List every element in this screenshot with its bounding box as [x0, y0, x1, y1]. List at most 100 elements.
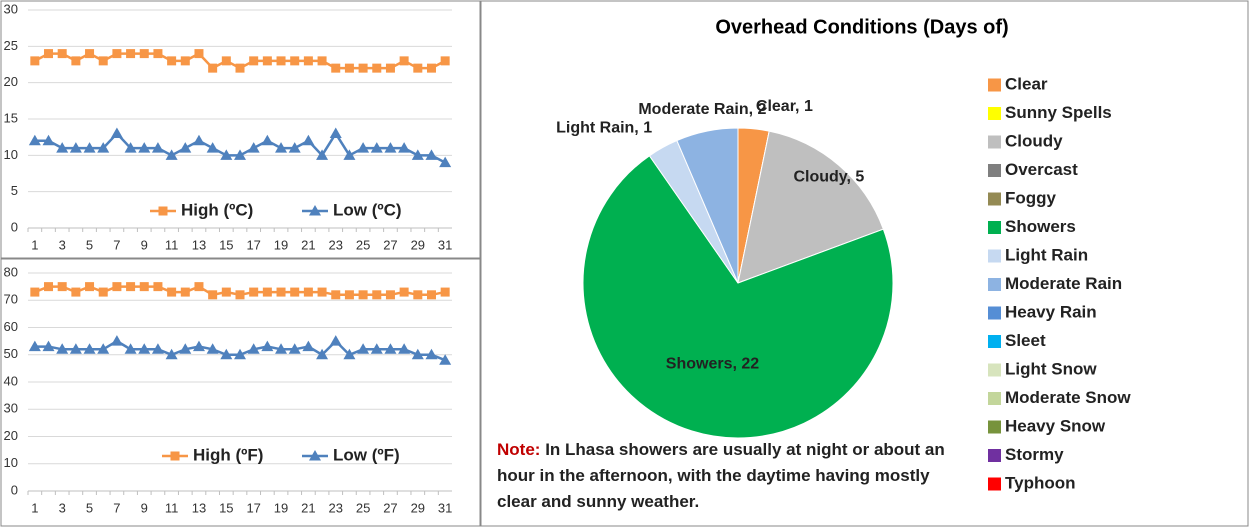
x-tick-label: 17: [246, 237, 260, 252]
data-point: [56, 142, 69, 153]
data-point: [69, 343, 82, 354]
y-tick-label: 10: [4, 147, 18, 162]
data-point: [275, 142, 288, 153]
data-point: [234, 149, 246, 160]
data-point: [235, 63, 245, 73]
data-point: [385, 290, 395, 300]
data-point: [179, 142, 192, 153]
chart-frame: [480, 0, 1249, 527]
x-tick-label: 29: [411, 500, 425, 515]
x-tick-label: 15: [219, 500, 233, 515]
data-point: [357, 142, 370, 153]
data-point: [192, 134, 205, 146]
x-tick-label: 21: [301, 500, 315, 515]
legend-label: Moderate Rain: [1005, 274, 1122, 293]
data-point: [262, 287, 272, 297]
data-point: [370, 142, 383, 153]
data-point: [234, 348, 246, 360]
data-point: [194, 49, 204, 59]
y-tick-label: 70: [4, 292, 18, 307]
data-point: [235, 290, 245, 300]
data-point: [440, 56, 450, 66]
data-point: [288, 142, 301, 153]
chart-frame: [0, 258, 481, 527]
data-point: [42, 134, 55, 146]
x-tick-label: 29: [411, 237, 425, 252]
data-point: [288, 343, 301, 354]
data-point: [357, 343, 370, 354]
legend-label: Foggy: [1005, 188, 1057, 207]
data-point: [167, 287, 177, 297]
data-point: [179, 343, 192, 354]
legend-marker: [170, 451, 180, 461]
data-point: [329, 127, 342, 139]
chart-title: Overhead Conditions (Days of): [715, 16, 1008, 38]
data-point: [180, 287, 190, 297]
data-point: [221, 287, 231, 297]
pie-slice: [582, 155, 894, 439]
legend-label: Low (ºF): [333, 445, 400, 464]
data-point: [42, 340, 55, 352]
y-tick-label: 30: [4, 401, 18, 416]
data-point: [28, 340, 41, 352]
data-point: [303, 56, 313, 66]
data-point: [85, 282, 95, 292]
legend-label: High (ºF): [193, 445, 263, 464]
legend-label: Moderate Snow: [1005, 388, 1131, 407]
legend-label: Light Snow: [1005, 359, 1097, 378]
data-point: [247, 142, 260, 153]
data-point: [302, 340, 315, 352]
data-point: [138, 142, 151, 153]
data-point: [413, 290, 423, 300]
legend-swatch: [988, 449, 1001, 462]
data-point: [425, 348, 438, 360]
x-tick-label: 19: [274, 500, 288, 515]
x-tick-label: 21: [301, 237, 315, 252]
x-tick-label: 31: [438, 237, 452, 252]
data-point: [138, 343, 151, 354]
data-point: [439, 354, 452, 365]
data-point: [220, 149, 233, 160]
data-point: [83, 142, 96, 153]
legend-label: Showers: [1005, 217, 1076, 236]
data-point: [358, 290, 368, 300]
data-point: [110, 335, 123, 346]
x-tick-label: 25: [356, 237, 370, 252]
x-tick-label: 5: [86, 237, 93, 252]
pie-slice: [737, 130, 884, 284]
chart-frame: [0, 0, 481, 259]
data-point: [275, 343, 288, 354]
x-tick-label: 17: [246, 500, 260, 515]
data-point: [69, 142, 82, 153]
note-label: Note:: [497, 440, 541, 459]
data-label: Cloudy, 5: [793, 168, 864, 185]
data-point: [56, 343, 69, 354]
data-point: [358, 63, 368, 73]
legend-swatch: [988, 135, 1001, 149]
data-point: [44, 282, 54, 292]
data-point: [316, 149, 329, 160]
x-tick-label: 27: [383, 237, 397, 252]
data-point: [151, 142, 164, 153]
data-label: Clear, 1: [756, 98, 813, 115]
data-point: [180, 56, 190, 66]
x-tick-label: 11: [165, 500, 179, 515]
x-tick-label: 1: [31, 500, 38, 515]
legend-swatch: [988, 278, 1001, 291]
data-point: [153, 282, 163, 292]
legend-label: Light Rain: [1005, 245, 1088, 264]
data-point: [262, 56, 272, 66]
legend-swatch: [988, 221, 1001, 234]
legend-label: Overcast: [1005, 160, 1078, 179]
data-point: [139, 49, 149, 59]
y-tick-label: 10: [4, 455, 18, 470]
x-tick-label: 9: [141, 500, 148, 515]
legend-label: Cloudy: [1005, 131, 1063, 150]
legend-label: Low (ºC): [333, 200, 402, 219]
data-point: [126, 282, 136, 292]
data-point: [165, 149, 178, 160]
legend-label: Heavy Snow: [1005, 416, 1106, 435]
y-tick-label: 20: [4, 74, 18, 89]
data-point: [331, 63, 341, 73]
